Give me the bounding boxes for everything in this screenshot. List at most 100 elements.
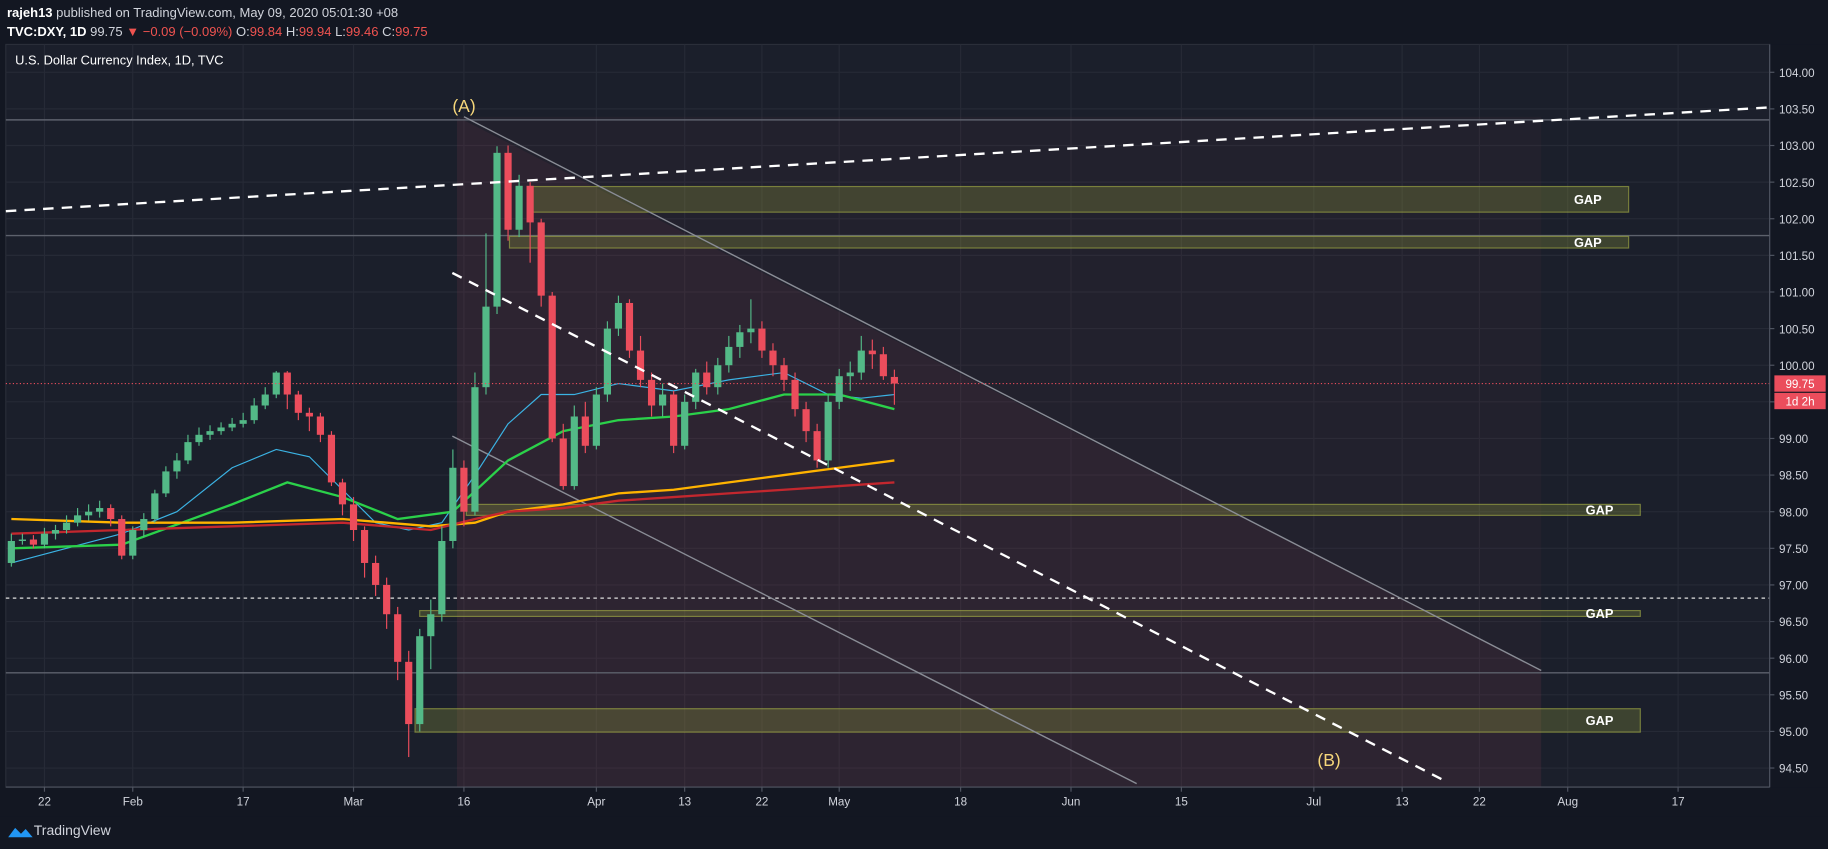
header-line: TVC:DXY, 1D 99.75 ▼ −0.09 (−0.09%) O:99.… bbox=[7, 22, 428, 41]
candle-body bbox=[151, 493, 159, 520]
candle-body bbox=[217, 427, 225, 432]
x-tick-label: 16 bbox=[457, 796, 470, 809]
candle-body bbox=[228, 423, 236, 428]
y-tick-label: 101.50 bbox=[1779, 250, 1815, 263]
candle-body bbox=[449, 467, 457, 541]
candle-body bbox=[703, 372, 711, 388]
candle-body bbox=[460, 467, 468, 512]
candle-body bbox=[879, 354, 887, 377]
moving-averages bbox=[11, 371, 895, 564]
candle-body bbox=[504, 152, 512, 230]
header-line: rajeh13 published on TradingView.com, Ma… bbox=[7, 3, 428, 22]
candle-body bbox=[570, 416, 578, 487]
y-tick-label: 94.50 bbox=[1779, 763, 1809, 776]
candle-body bbox=[349, 504, 358, 531]
shade bbox=[457, 116, 1542, 788]
y-tick-label: 96.00 bbox=[1779, 653, 1809, 666]
candle-body bbox=[846, 372, 854, 377]
x-tick-label: Feb bbox=[123, 796, 143, 809]
x-tick-label: 17 bbox=[237, 796, 250, 809]
channel-line bbox=[463, 116, 1542, 672]
candle-body bbox=[813, 431, 821, 461]
gap-zone bbox=[508, 235, 1630, 249]
y-tick-label: 95.00 bbox=[1779, 726, 1809, 739]
candle-body bbox=[824, 401, 832, 461]
candle-body bbox=[780, 365, 788, 380]
chart-title: U.S. Dollar Currency Index, 1D, TVC bbox=[15, 52, 223, 67]
candle-body bbox=[140, 519, 148, 531]
candle-body bbox=[305, 412, 313, 417]
ohlc-value: 99.75 bbox=[395, 24, 428, 39]
y-tick-label: 98.00 bbox=[1779, 506, 1809, 519]
price-axis bbox=[1769, 44, 1828, 788]
candle-body bbox=[747, 328, 755, 333]
candle-body bbox=[40, 533, 49, 545]
moving-average bbox=[11, 459, 895, 528]
candle-body bbox=[559, 438, 567, 487]
candle-body bbox=[107, 508, 115, 520]
x-tick-label: Aug bbox=[1557, 796, 1578, 809]
candle-body bbox=[283, 372, 291, 395]
gap-label: GAP bbox=[1586, 606, 1614, 621]
candle-body bbox=[493, 152, 501, 307]
author: rajeh13 bbox=[7, 5, 53, 20]
candle-body bbox=[526, 185, 534, 223]
candle-body bbox=[294, 394, 302, 413]
x-tick-label: Apr bbox=[587, 796, 605, 809]
change: ▼ −0.09 (−0.09%) bbox=[126, 24, 233, 39]
y-tick-label: 102.50 bbox=[1779, 177, 1815, 190]
ohlc-value: 99.46 bbox=[345, 24, 379, 39]
y-tick-label: 100.00 bbox=[1779, 360, 1815, 373]
candle-body bbox=[250, 405, 258, 421]
y-tick-label: 100.50 bbox=[1779, 323, 1815, 336]
candle-body bbox=[438, 540, 446, 615]
gap-zone bbox=[419, 609, 1641, 618]
published: published on TradingView.com, May 09, 20… bbox=[56, 5, 399, 20]
candle-body bbox=[548, 295, 556, 439]
x-tick-label: 15 bbox=[1175, 796, 1188, 809]
candle-body bbox=[85, 511, 93, 516]
candle-body bbox=[118, 519, 126, 556]
y-tick-label: 99.00 bbox=[1779, 433, 1809, 446]
x-tick-label: 17 bbox=[1672, 796, 1685, 809]
candle-body bbox=[592, 394, 600, 446]
candle-body bbox=[173, 460, 181, 472]
candle-body bbox=[162, 471, 170, 494]
footer bbox=[0, 816, 1828, 849]
annotation: (B) bbox=[1317, 750, 1340, 770]
y-tick-label: 103.00 bbox=[1779, 140, 1815, 153]
ohlc-value: 99.94 bbox=[298, 24, 332, 39]
brand: TradingView bbox=[34, 822, 112, 838]
symbol: TVC:DXY, 1D bbox=[7, 24, 87, 39]
candle-body bbox=[647, 379, 656, 406]
last-price: 99.75 bbox=[90, 24, 123, 39]
candle-body bbox=[714, 365, 722, 388]
gap-zone bbox=[414, 708, 1641, 733]
plot-area bbox=[5, 43, 1771, 788]
countdown-tag bbox=[1774, 392, 1826, 410]
x-tick-label: 22 bbox=[38, 796, 51, 809]
candle-body bbox=[360, 530, 369, 563]
candles bbox=[5, 145, 1770, 758]
candle-body bbox=[482, 306, 490, 388]
candle-body bbox=[394, 614, 402, 662]
candle-body bbox=[372, 562, 380, 585]
y-tick-label: 104.00 bbox=[1779, 67, 1815, 80]
candle-body bbox=[316, 416, 325, 435]
ohlc-label: C: bbox=[382, 24, 396, 39]
moving-average bbox=[11, 481, 895, 535]
candle-body bbox=[769, 350, 777, 366]
candle-body bbox=[416, 636, 424, 725]
candle-body bbox=[659, 394, 667, 406]
candle-body bbox=[51, 530, 60, 534]
x-tick-label: May bbox=[828, 796, 850, 809]
zones: GAP GAP GAP GAP GAP bbox=[414, 185, 1641, 733]
y-tick-label: 96.50 bbox=[1779, 616, 1809, 629]
candle-body bbox=[670, 394, 678, 446]
x-tick-label: 22 bbox=[1473, 796, 1486, 809]
candle-body bbox=[681, 401, 689, 446]
channel-line bbox=[452, 435, 1137, 785]
candle-body bbox=[261, 394, 269, 406]
